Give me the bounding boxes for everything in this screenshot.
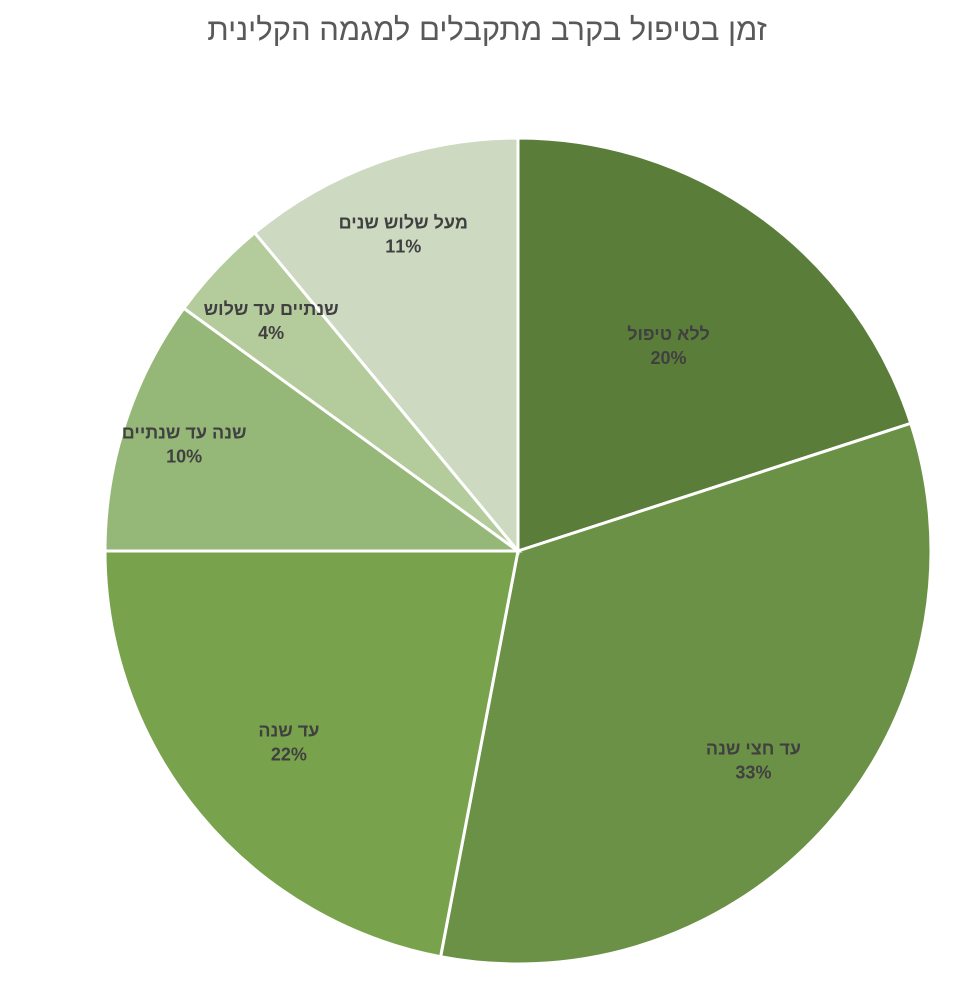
- pie-slices: [103, 136, 933, 966]
- slice-category-label: ללא טיפול: [627, 324, 710, 344]
- pie-data-labels: ללא טיפול 20% עד חצי שנה 33% עד שנה 22% שנה עד…: [122, 212, 801, 782]
- pie-slice: [103, 549, 520, 959]
- slice-percent-label: 4%: [258, 323, 284, 343]
- chart-title: זמן בטיפול בקרב מתקבלים למגמה הקלינית: [207, 12, 767, 47]
- pie-slice: [103, 306, 523, 553]
- slice-category-label: עד שנה: [258, 721, 319, 741]
- slice-percent-label: 20%: [650, 348, 686, 368]
- slice-data-label: שנתיים עד שלוש 4%: [204, 299, 339, 343]
- slice-data-label: עד חצי שנה 33%: [706, 739, 801, 783]
- slice-category-label: מעל שלוש שנים: [339, 212, 468, 232]
- pie-slice: [438, 421, 933, 966]
- slice-data-label: שנה עד שנתיים 10%: [122, 423, 247, 467]
- slice-category-label: שנתיים עד שלוש: [204, 299, 339, 319]
- slice-percent-label: 22%: [271, 745, 307, 765]
- slice-data-label: מעל שלוש שנים 11%: [339, 212, 468, 256]
- pie-slice: [516, 136, 913, 554]
- slice-category-label: עד חצי שנה: [706, 739, 801, 759]
- slice-data-label: ללא טיפול 20%: [627, 324, 710, 368]
- slice-data-label: עד שנה 22%: [258, 721, 319, 765]
- pie-slice: [252, 136, 520, 556]
- slice-percent-label: 33%: [735, 763, 771, 783]
- slice-percent-label: 11%: [385, 236, 421, 256]
- slice-category-label: שנה עד שנתיים: [122, 423, 247, 443]
- slice-percent-label: 10%: [166, 447, 202, 467]
